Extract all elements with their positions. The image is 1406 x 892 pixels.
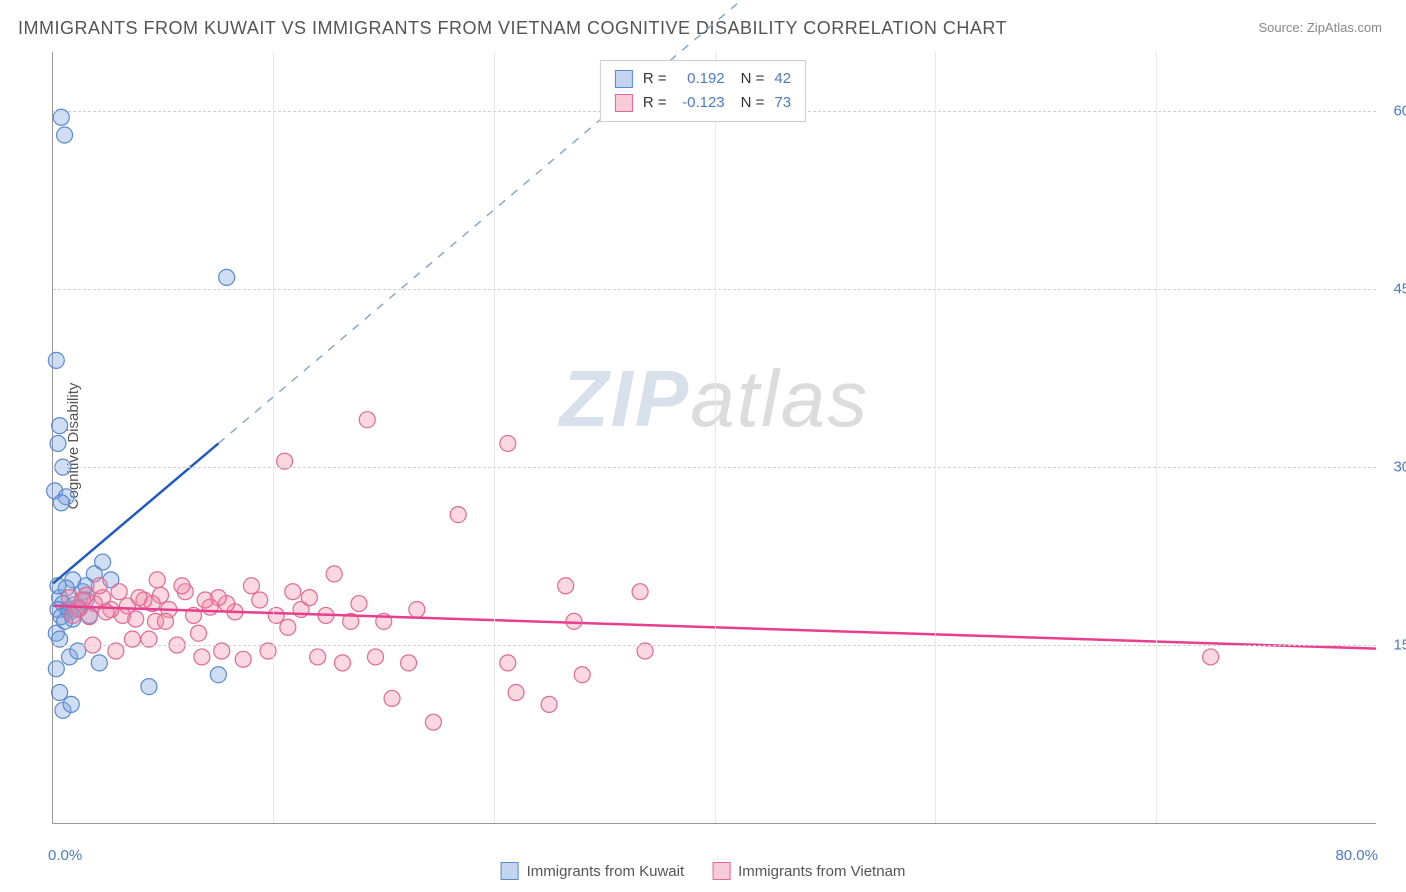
point-vietnam: [359, 412, 375, 428]
point-vietnam: [632, 584, 648, 600]
y-tick-label: 60.0%: [1384, 103, 1406, 120]
point-vietnam: [500, 435, 516, 451]
point-vietnam: [508, 685, 524, 701]
point-kuwait: [48, 352, 64, 368]
swatch-pink-icon: [615, 94, 633, 112]
legend-item: Immigrants from Vietnam: [712, 862, 905, 880]
point-vietnam: [558, 578, 574, 594]
legend-top: R = 0.192 N = 42 R = -0.123 N = 73: [600, 60, 806, 122]
point-vietnam: [541, 696, 557, 712]
point-vietnam: [574, 667, 590, 683]
r-value: -0.123: [677, 91, 725, 115]
point-kuwait: [210, 667, 226, 683]
point-kuwait: [63, 696, 79, 712]
point-vietnam: [191, 625, 207, 641]
point-kuwait: [141, 679, 157, 695]
legend-row: R = 0.192 N = 42: [615, 67, 791, 91]
swatch-pink-icon: [712, 862, 730, 880]
point-vietnam: [1203, 649, 1219, 665]
point-vietnam: [194, 649, 210, 665]
point-vietnam: [268, 607, 284, 623]
point-vietnam: [111, 584, 127, 600]
swatch-blue-icon: [615, 70, 633, 88]
point-vietnam: [367, 649, 383, 665]
point-vietnam: [149, 572, 165, 588]
point-vietnam: [252, 592, 268, 608]
legend-label: Immigrants from Kuwait: [527, 863, 685, 880]
point-vietnam: [500, 655, 516, 671]
r-label: R =: [643, 67, 667, 91]
point-vietnam: [157, 613, 173, 629]
point-vietnam: [409, 601, 425, 617]
n-value: 73: [774, 91, 791, 115]
point-vietnam: [243, 578, 259, 594]
point-vietnam: [334, 655, 350, 671]
point-vietnam: [197, 592, 213, 608]
n-value: 42: [774, 67, 791, 91]
point-vietnam: [235, 651, 251, 667]
point-vietnam: [401, 655, 417, 671]
source-label: Source: ZipAtlas.com: [1258, 20, 1382, 35]
point-kuwait: [52, 685, 68, 701]
point-vietnam: [351, 596, 367, 612]
point-vietnam: [91, 578, 107, 594]
point-vietnam: [301, 590, 317, 606]
chart-title: IMMIGRANTS FROM KUWAIT VS IMMIGRANTS FRO…: [18, 18, 1007, 39]
point-vietnam: [450, 507, 466, 523]
gridline-v: [273, 52, 274, 823]
point-vietnam: [280, 619, 296, 635]
n-label: N =: [741, 67, 765, 91]
n-label: N =: [741, 91, 765, 115]
legend-row: R = -0.123 N = 73: [615, 91, 791, 115]
point-kuwait: [57, 127, 73, 143]
x-tick-label: 80.0%: [1335, 847, 1378, 864]
r-label: R =: [643, 91, 667, 115]
gridline-v: [1156, 52, 1157, 823]
point-vietnam: [384, 690, 400, 706]
gridline-v: [935, 52, 936, 823]
plot-area: ZIPatlas 15.0%30.0%45.0%60.0%: [52, 52, 1376, 824]
point-vietnam: [310, 649, 326, 665]
gridline-v: [494, 52, 495, 823]
point-vietnam: [65, 607, 81, 623]
legend-item: Immigrants from Kuwait: [501, 862, 685, 880]
point-vietnam: [285, 584, 301, 600]
chart-container: IMMIGRANTS FROM KUWAIT VS IMMIGRANTS FRO…: [0, 0, 1406, 892]
point-kuwait: [48, 661, 64, 677]
point-kuwait: [52, 418, 68, 434]
swatch-blue-icon: [501, 862, 519, 880]
y-tick-label: 45.0%: [1384, 281, 1406, 298]
point-vietnam: [174, 578, 190, 594]
point-kuwait: [91, 655, 107, 671]
point-kuwait: [50, 435, 66, 451]
point-vietnam: [326, 566, 342, 582]
point-vietnam: [425, 714, 441, 730]
gridline-v: [715, 52, 716, 823]
legend-bottom: Immigrants from Kuwait Immigrants from V…: [501, 862, 906, 880]
x-tick-label: 0.0%: [48, 847, 82, 864]
y-tick-label: 30.0%: [1384, 459, 1406, 476]
y-tick-label: 15.0%: [1384, 637, 1406, 654]
r-value: 0.192: [677, 67, 725, 91]
point-kuwait: [53, 495, 69, 511]
legend-label: Immigrants from Vietnam: [738, 863, 905, 880]
point-kuwait: [219, 269, 235, 285]
